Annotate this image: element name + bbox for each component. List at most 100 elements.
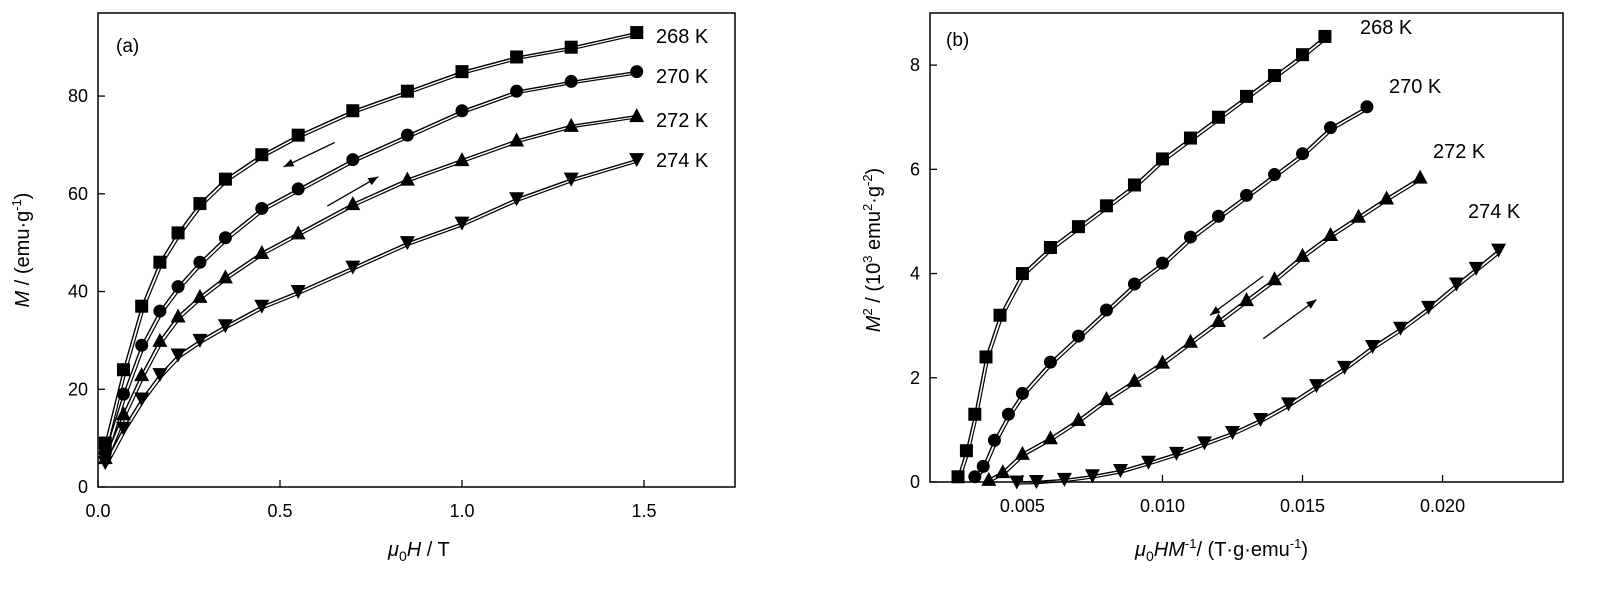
x-tick-label: 0.0 <box>85 501 110 521</box>
chart-panel-a: 0.0 0.5 1.0 1.5 0 20 40 60 80 268 K 270 K 272 K 274… <box>9 12 736 564</box>
data-point <box>1001 407 1015 421</box>
data-point <box>97 456 113 471</box>
data-point <box>1318 29 1332 43</box>
data-point <box>217 319 233 334</box>
x-axis-label-a: μ0H / T <box>387 539 450 564</box>
data-point <box>171 280 185 294</box>
data-point <box>1099 199 1113 213</box>
data-point <box>1253 412 1269 427</box>
data-point <box>1210 312 1226 327</box>
x-tick-label: 0.5 <box>267 501 292 521</box>
data-point <box>1240 89 1253 103</box>
data-point <box>1360 100 1374 114</box>
data-point <box>400 128 414 142</box>
direction-arrow <box>283 141 335 168</box>
series-group-a: 268 K 270 K 272 K 274 K <box>97 26 709 471</box>
plot-frame-b <box>929 12 1564 483</box>
panel-label-a: (a) <box>116 36 139 57</box>
data-point <box>134 392 150 407</box>
x-tick-label: 0.010 <box>1140 496 1185 516</box>
data-point <box>171 226 185 240</box>
data-point <box>1309 379 1325 394</box>
data-point <box>1421 300 1437 315</box>
data-point <box>563 117 579 132</box>
data-point <box>399 171 415 186</box>
data-point <box>170 348 186 363</box>
series-line <box>1016 249 1500 483</box>
annotations-b <box>1209 275 1317 340</box>
data-point <box>399 236 415 251</box>
y-tick-label: 4 <box>910 264 920 284</box>
x-axis-label-b: μ0HM-1/ (T·g·emu-1) <box>1134 536 1308 564</box>
series-group-b: 268 K 270 K 272 K 274 K <box>951 17 1521 490</box>
data-point <box>959 444 973 458</box>
data-point <box>115 406 131 421</box>
data-point <box>981 471 997 486</box>
data-point <box>1182 333 1198 348</box>
data-point <box>115 421 131 436</box>
data-point <box>1295 247 1311 262</box>
data-point <box>1224 425 1240 440</box>
data-point <box>345 196 361 211</box>
axis-ticks-a: 0.0 0.5 1.0 1.5 0 20 40 60 80 <box>68 86 657 521</box>
data-point <box>1183 131 1197 145</box>
data-point <box>255 201 269 215</box>
data-point <box>1056 472 1072 487</box>
data-point <box>1154 354 1170 369</box>
series-label: 268 K <box>656 26 709 48</box>
data-point <box>1393 321 1409 336</box>
data-point <box>218 172 232 186</box>
plot-frame-a <box>97 12 736 488</box>
series-label: 272 K <box>1433 141 1486 163</box>
data-point <box>153 255 167 269</box>
data-point <box>1324 121 1338 135</box>
data-point <box>1015 386 1029 400</box>
x-tick-label: 1.5 <box>631 501 656 521</box>
series-square: 268 K <box>951 17 1413 484</box>
data-point <box>1071 329 1085 343</box>
series-line-return <box>1019 251 1502 485</box>
series-triangle-up: 272 K <box>97 108 709 465</box>
data-point <box>1070 411 1086 426</box>
data-point <box>1155 256 1169 270</box>
data-point <box>993 308 1007 322</box>
data-point <box>134 367 150 382</box>
series-line-return <box>976 108 1370 480</box>
panel-label-b: (b) <box>946 30 969 51</box>
series-line <box>974 106 1368 478</box>
series-triangle-up: 272 K <box>981 141 1486 486</box>
x-tick-label: 0.020 <box>1420 496 1465 516</box>
data-point <box>454 152 470 167</box>
data-point <box>153 304 167 318</box>
data-point <box>1379 190 1395 205</box>
x-tick-label: 0.015 <box>1280 496 1325 516</box>
series-line <box>104 114 637 458</box>
direction-arrow <box>326 176 379 207</box>
data-point <box>1042 430 1058 445</box>
data-point <box>1296 147 1310 161</box>
data-point <box>968 407 982 421</box>
data-point <box>510 50 524 64</box>
series-triangle-down: 274 K <box>1009 201 1521 490</box>
data-point <box>1281 397 1297 412</box>
data-point <box>1183 230 1197 244</box>
data-point <box>218 231 232 245</box>
data-point <box>1028 474 1044 489</box>
y-axis-label-a: M / (emu·g-1) <box>9 193 34 308</box>
data-point <box>291 128 305 142</box>
series-label: 270 K <box>1389 76 1442 98</box>
data-point <box>1127 277 1141 291</box>
data-point <box>192 288 208 303</box>
data-point <box>192 333 208 348</box>
data-point <box>116 387 130 401</box>
x-tick-label: 1.0 <box>449 501 474 521</box>
data-point <box>291 182 305 196</box>
y-tick-label: 6 <box>910 159 920 179</box>
data-point <box>454 216 470 231</box>
data-point <box>135 338 149 352</box>
data-point <box>116 363 130 377</box>
series-line-return <box>107 33 640 446</box>
series-label: 274 K <box>1468 201 1521 223</box>
y-tick-label: 2 <box>910 368 920 388</box>
data-point <box>1014 445 1030 460</box>
